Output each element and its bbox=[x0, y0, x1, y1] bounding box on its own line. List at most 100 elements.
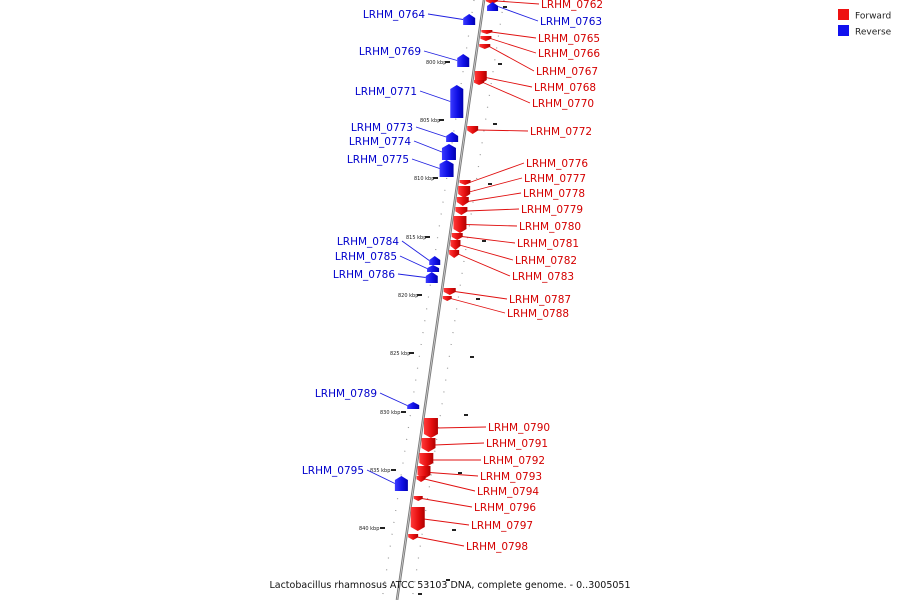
track-tick bbox=[458, 472, 462, 474]
forward-gene-connector bbox=[490, 38, 537, 54]
forward-gene-glyph bbox=[479, 44, 491, 49]
forward-gene-label: LRHM_0765 bbox=[538, 33, 600, 45]
kbp-tick bbox=[409, 352, 414, 354]
track-tick bbox=[498, 63, 502, 65]
kbp-marker-label: 800 kbp bbox=[426, 60, 446, 66]
kbp-marker-label: 805 kbp bbox=[420, 118, 440, 124]
reverse-gene-label: LRHM_0771 bbox=[355, 86, 417, 98]
kbp-marker-label: 820 kbp bbox=[398, 293, 418, 299]
forward-gene-label: LRHM_0767 bbox=[536, 66, 598, 78]
forward-gene-glyph bbox=[451, 233, 463, 240]
forward-gene-label: LRHM_0762 bbox=[541, 0, 603, 11]
reverse-gene-connector bbox=[413, 140, 443, 153]
kbp-tick bbox=[439, 119, 444, 121]
track-tick bbox=[488, 183, 492, 185]
forward-gene-label: LRHM_0788 bbox=[507, 308, 569, 320]
reverse-gene-label: LRHM_0764 bbox=[363, 9, 425, 21]
track-tick bbox=[446, 579, 450, 581]
kbp-marker-label: 835 kbp bbox=[370, 468, 390, 474]
reverse-gene-glyph bbox=[425, 272, 438, 283]
forward-gene-connector bbox=[485, 77, 533, 88]
reverse-gene-glyph bbox=[429, 256, 441, 265]
gene-glyphs bbox=[394, 0, 499, 540]
reverse-gene-glyph bbox=[450, 85, 464, 118]
reverse-gene-glyph bbox=[439, 160, 454, 177]
track-tick bbox=[464, 414, 468, 416]
forward-gene-glyph bbox=[455, 207, 468, 215]
reverse-gene-connector bbox=[379, 392, 408, 406]
forward-gene-glyph bbox=[408, 534, 419, 540]
track-tick bbox=[503, 6, 507, 8]
kbp-marker-label: 830 kbp bbox=[380, 410, 400, 416]
forward-gene-glyph bbox=[421, 438, 436, 452]
legend-forward-swatch bbox=[838, 9, 849, 20]
reverse-gene-label: LRHM_0786 bbox=[333, 269, 395, 281]
legend-reverse-swatch bbox=[838, 25, 849, 36]
forward-gene-label: LRHM_0772 bbox=[530, 126, 592, 138]
forward-gene-label: LRHM_0797 bbox=[471, 520, 533, 532]
forward-gene-glyph bbox=[459, 180, 471, 185]
reverse-gene-glyph bbox=[407, 402, 420, 409]
forward-gene-connector bbox=[423, 518, 470, 526]
reverse-gene-glyph bbox=[487, 2, 499, 11]
forward-gene-label: LRHM_0778 bbox=[523, 188, 585, 200]
kbp-marker-label: 815 kbp bbox=[406, 235, 426, 241]
kbp-tick bbox=[401, 411, 406, 413]
forward-gene-connector bbox=[421, 498, 473, 508]
forward-gene-connector bbox=[489, 46, 535, 72]
forward-gene-label: LRHM_0768 bbox=[534, 82, 596, 94]
forward-gene-connector bbox=[450, 298, 506, 314]
reverse-gene-glyph bbox=[446, 132, 459, 142]
legend-forward-label: Forward bbox=[855, 12, 891, 22]
forward-gene-connector bbox=[434, 442, 485, 446]
forward-gene-glyph bbox=[449, 250, 460, 258]
forward-gene-label: LRHM_0766 bbox=[538, 48, 600, 60]
track-tick bbox=[476, 298, 480, 300]
forward-gene-glyph bbox=[410, 507, 425, 531]
reverse-gene-glyph bbox=[441, 144, 456, 160]
forward-gene-label: LRHM_0796 bbox=[474, 502, 536, 514]
forward-gene-label: LRHM_0793 bbox=[480, 471, 542, 483]
reverse-gene-connector bbox=[366, 469, 396, 484]
reverse-gene-connector bbox=[423, 50, 458, 61]
forward-gene-glyph bbox=[443, 288, 456, 295]
reverse-gene-connector bbox=[427, 13, 464, 20]
forward-gene-connector bbox=[417, 536, 465, 547]
forward-gene-label: LRHM_0787 bbox=[509, 294, 571, 306]
forward-gene-glyph bbox=[450, 240, 461, 250]
forward-gene-connector bbox=[469, 177, 523, 193]
forward-gene-glyph bbox=[474, 80, 485, 85]
kbp-tick bbox=[445, 61, 450, 63]
kbp-markers: 800 kbp 805 kbp 810 kbp 815 kbp 820 kbp 825 k… bbox=[359, 6, 507, 595]
reverse-gene-glyph bbox=[457, 54, 470, 67]
label-connectors bbox=[366, 0, 540, 547]
forward-gene-glyph bbox=[485, 0, 498, 4]
forward-gene-connector bbox=[459, 244, 514, 261]
reverse-gene-connector bbox=[419, 90, 451, 102]
forward-gene-connector bbox=[457, 253, 511, 277]
forward-gene-connector bbox=[469, 162, 525, 183]
reverse-gene-label: LRHM_0774 bbox=[349, 136, 411, 148]
reverse-gene-label: LRHM_0795 bbox=[302, 465, 364, 477]
reverse-gene-glyph bbox=[394, 476, 408, 491]
forward-gene-connector bbox=[424, 478, 476, 492]
forward-gene-glyph bbox=[458, 186, 471, 198]
reverse-gene-connector bbox=[397, 273, 426, 278]
forward-gene-glyph bbox=[456, 197, 469, 206]
track-tick bbox=[418, 593, 422, 595]
forward-gene-glyph bbox=[413, 496, 423, 501]
forward-gene-label: LRHM_0790 bbox=[488, 422, 550, 434]
forward-gene-label: LRHM_0782 bbox=[515, 255, 577, 267]
reverse-gene-label: LRHM_0785 bbox=[335, 251, 397, 263]
kbp-marker-label: 825 kbp bbox=[390, 351, 410, 357]
kbp-tick bbox=[433, 177, 438, 179]
kbp-marker-label: 840 kbp bbox=[359, 526, 379, 532]
forward-gene-label: LRHM_0779 bbox=[521, 204, 583, 216]
forward-gene-glyph bbox=[416, 476, 426, 482]
reverse-gene-connector bbox=[411, 158, 440, 169]
reverse-gene-label: LRHM_0773 bbox=[351, 122, 413, 134]
forward-gene-connector bbox=[429, 472, 479, 477]
forward-gene-connector bbox=[436, 426, 487, 429]
forward-gene-connector bbox=[467, 192, 522, 202]
